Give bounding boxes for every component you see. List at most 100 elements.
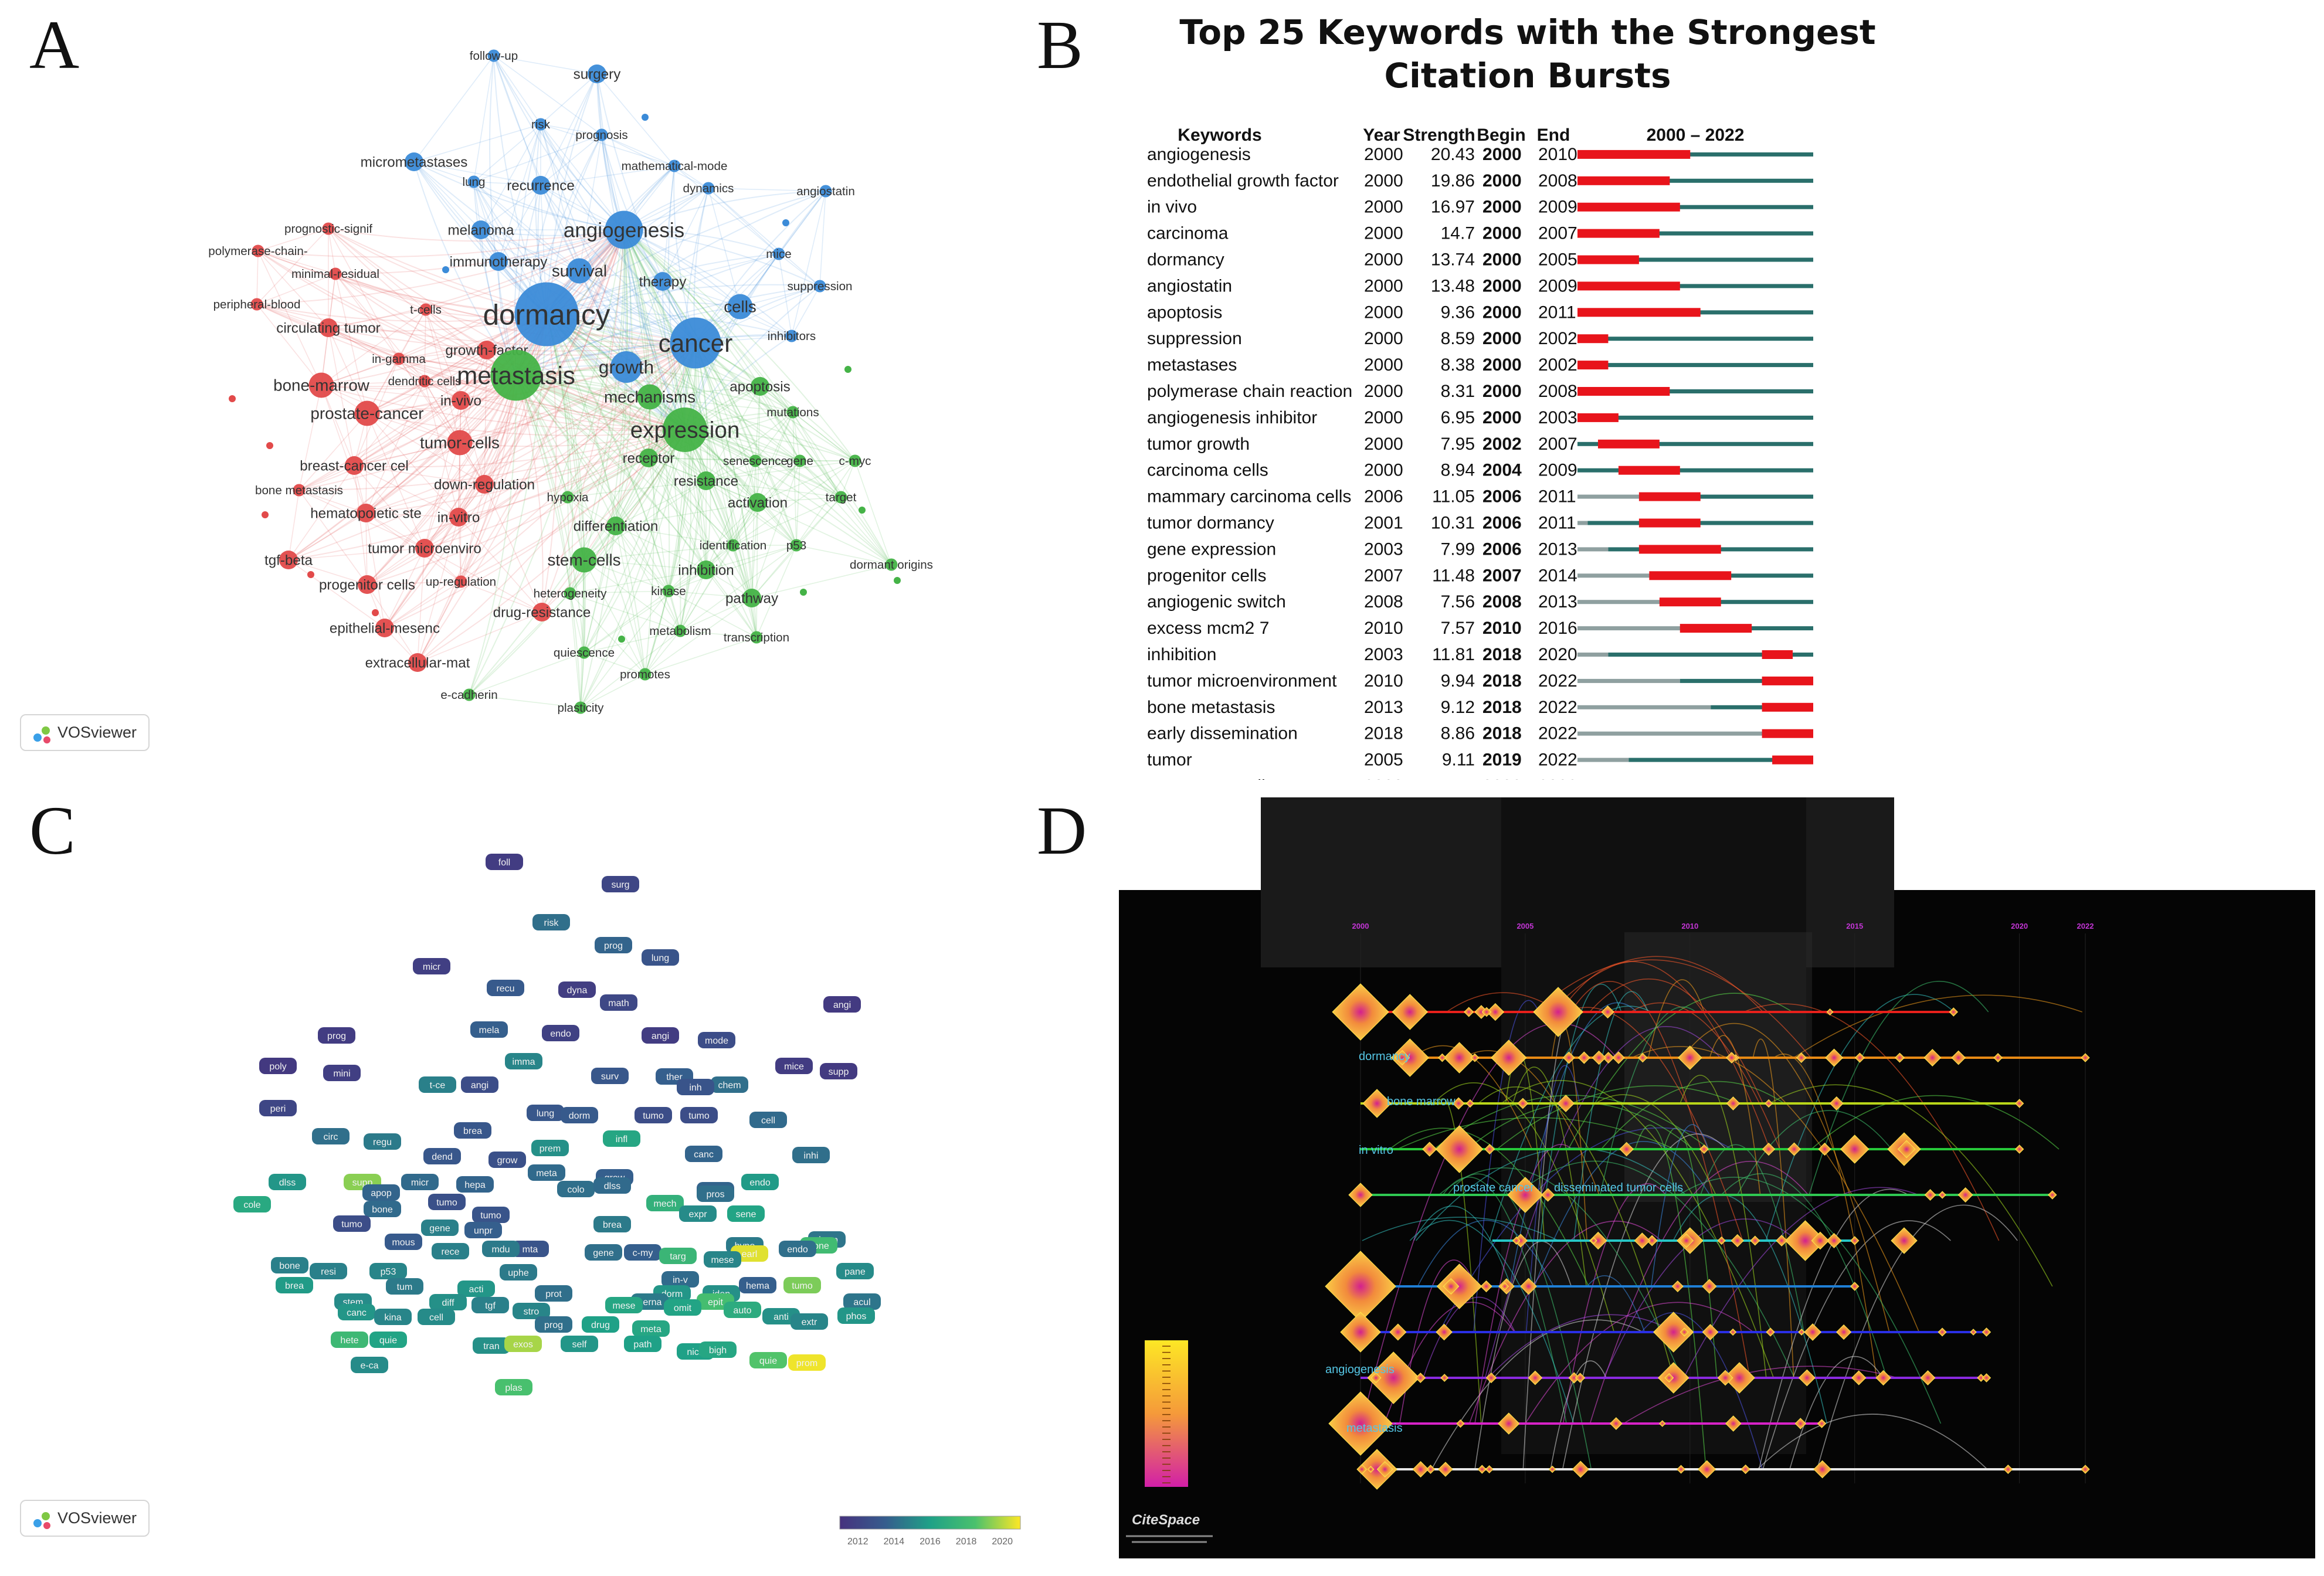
overlay-keyword-box[interactable]	[561, 1107, 598, 1123]
node-cancer[interactable]	[670, 317, 721, 369]
timeline-keyword-node[interactable]	[1638, 1052, 1648, 1063]
node-recurrence[interactable]	[531, 176, 550, 195]
node-t-cells[interactable]	[419, 303, 432, 316]
timeline-keyword-node[interactable]	[1671, 1280, 1684, 1293]
overlay-keyword-box[interactable]	[500, 1264, 537, 1280]
overlay-keyword-box[interactable]	[542, 1025, 579, 1041]
timeline-keyword-node[interactable]	[1498, 1412, 1520, 1435]
overlay-keyword-box[interactable]	[679, 1205, 717, 1222]
node-circulating-tumor[interactable]	[319, 318, 338, 337]
node-senescence[interactable]	[749, 454, 762, 467]
node-dendritic-cells[interactable]	[418, 375, 431, 388]
timeline-keyword-node[interactable]	[1993, 1053, 2003, 1062]
node-e-cadherin[interactable]	[463, 688, 476, 701]
timeline-keyword-node[interactable]	[1415, 1373, 1426, 1383]
timeline-keyword-node[interactable]	[2014, 1099, 2024, 1108]
timeline-keyword-node[interactable]	[1923, 1049, 1942, 1066]
node-peripheral-blood[interactable]	[250, 298, 263, 311]
timeline-keyword-node[interactable]	[1520, 1278, 1537, 1295]
timeline-keyword-node[interactable]	[1653, 1312, 1694, 1353]
timeline-keyword-node[interactable]	[1610, 1417, 1623, 1430]
overlay-keyword-box[interactable]	[333, 1215, 371, 1232]
timeline-keyword-node[interactable]	[1970, 1329, 1977, 1336]
overlay-keyword-box[interactable]	[401, 1174, 439, 1190]
timeline-keyword-node[interactable]	[1376, 1460, 1393, 1478]
node-up-regulation[interactable]	[454, 575, 467, 588]
overlay-keyword-box[interactable]	[697, 1186, 734, 1202]
node-metastasis[interactable]	[490, 349, 542, 401]
node-angiogenesis[interactable]	[605, 210, 643, 249]
node-target[interactable]	[834, 491, 847, 504]
node-prostate-cancer[interactable]	[354, 400, 380, 426]
timeline-keyword-node[interactable]	[1982, 1373, 1991, 1383]
node-p53[interactable]	[790, 539, 803, 552]
timeline-keyword-node[interactable]	[1443, 1042, 1475, 1074]
timeline-keyword-node[interactable]	[1699, 1144, 1709, 1154]
overlay-keyword-box[interactable]	[362, 1184, 400, 1201]
overlay-keyword-box[interactable]	[374, 1309, 412, 1325]
node-extracellular-mat[interactable]	[408, 653, 427, 672]
node-breast-cancer-cel[interactable]	[345, 456, 364, 475]
node-mice[interactable]	[772, 247, 785, 260]
timeline-keyword-node[interactable]	[1894, 1052, 1905, 1063]
timeline-keyword-node[interactable]	[2003, 1465, 2013, 1474]
node-kinase[interactable]	[662, 585, 675, 597]
node-promotes[interactable]	[639, 668, 652, 681]
node-bone-metastasis[interactable]	[293, 484, 306, 497]
timeline-keyword-node[interactable]	[1764, 1099, 1773, 1108]
node-prognostic-signif[interactable]	[322, 222, 335, 235]
node-follow-up[interactable]	[487, 49, 500, 62]
timeline-keyword-node[interactable]	[1850, 1282, 1860, 1291]
timeline-keyword-node[interactable]	[1818, 1142, 1831, 1156]
timeline-keyword-node[interactable]	[1702, 1324, 1719, 1340]
node-lung[interactable]	[467, 175, 480, 188]
overlay-keyword-box[interactable]	[482, 1241, 520, 1257]
timeline-keyword-node[interactable]	[1389, 1323, 1407, 1341]
overlay-keyword-box[interactable]	[739, 1277, 776, 1293]
timeline-keyword-node[interactable]	[1741, 1464, 1750, 1475]
timeline-keyword-node[interactable]	[1440, 1374, 1449, 1382]
timeline-keyword-node[interactable]	[1426, 1465, 1436, 1474]
timeline-keyword-node[interactable]	[1891, 1227, 1918, 1254]
timeline-keyword-node[interactable]	[1726, 1096, 1741, 1110]
overlay-keyword-box[interactable]	[418, 1309, 455, 1325]
overlay-keyword-box[interactable]	[486, 854, 523, 870]
timeline-keyword-node[interactable]	[1484, 1143, 1495, 1155]
timeline-keyword-node[interactable]	[1592, 1050, 1606, 1065]
timeline-keyword-node[interactable]	[1825, 1048, 1844, 1067]
timeline-keyword-node[interactable]	[1480, 1280, 1492, 1293]
overlay-keyword-box[interactable]	[413, 958, 450, 974]
timeline-keyword-node[interactable]	[1340, 1312, 1381, 1353]
timeline-keyword-node[interactable]	[1395, 1049, 1410, 1066]
overlay-keyword-box[interactable]	[632, 1320, 670, 1337]
node-bone-marrow[interactable]	[308, 372, 334, 398]
timeline-keyword-node[interactable]	[1486, 1003, 1505, 1021]
overlay-keyword-box[interactable]	[233, 1196, 271, 1212]
timeline-keyword-node[interactable]	[1612, 1051, 1625, 1064]
timeline-keyword-node[interactable]	[1726, 1052, 1738, 1064]
overlay-keyword-box[interactable]	[432, 1243, 469, 1259]
node-suppression[interactable]	[813, 280, 826, 293]
overlay-keyword-box[interactable]	[624, 1244, 661, 1261]
overlay-keyword-box[interactable]	[428, 1194, 466, 1210]
timeline-keyword-node[interactable]	[1924, 1189, 1936, 1201]
overlay-keyword-box[interactable]	[472, 1207, 510, 1223]
overlay-keyword-box[interactable]	[788, 1354, 826, 1371]
overlay-keyword-box[interactable]	[603, 1130, 640, 1147]
node-surgery[interactable]	[588, 64, 606, 83]
node-hypoxia[interactable]	[561, 491, 574, 504]
overlay-keyword-box[interactable]	[664, 1299, 701, 1316]
node-expression[interactable]	[663, 407, 707, 452]
timeline-keyword-node[interactable]	[2048, 1190, 2057, 1200]
overlay-keyword-box[interactable]	[364, 1201, 401, 1217]
timeline-keyword-node[interactable]	[1562, 1051, 1575, 1064]
timeline-keyword-node[interactable]	[1452, 1097, 1465, 1110]
overlay-keyword-box[interactable]	[310, 1263, 347, 1279]
overlay-keyword-box[interactable]	[535, 1285, 572, 1302]
overlay-keyword-box[interactable]	[528, 1164, 565, 1181]
timeline-keyword-node[interactable]	[1356, 1464, 1368, 1475]
timeline-keyword-node[interactable]	[1817, 1419, 1827, 1428]
overlay-keyword-box[interactable]	[680, 1107, 718, 1123]
timeline-keyword-node[interactable]	[1729, 1328, 1737, 1336]
timeline-keyword-node[interactable]	[1491, 1040, 1527, 1076]
